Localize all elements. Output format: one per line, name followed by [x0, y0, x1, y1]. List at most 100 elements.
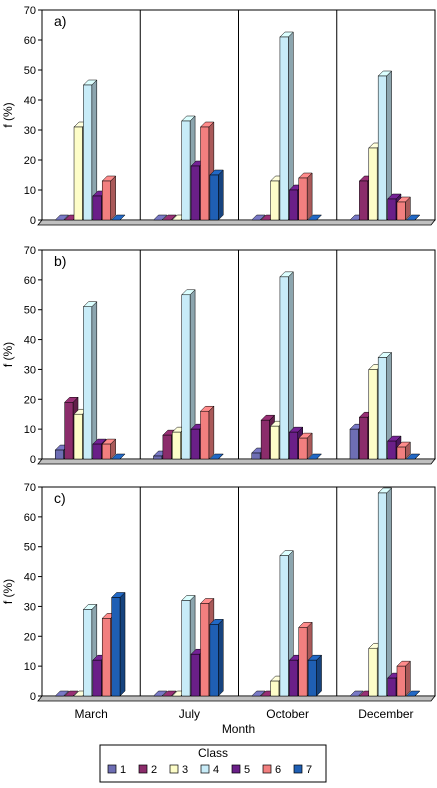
legend-label: 6 — [275, 764, 281, 776]
legend-entry-1: 1 — [107, 764, 126, 776]
panel-3: 0 10 20 30 40 50 60 70 f (%) c) March July October De… — [1, 482, 436, 736]
legend-swatch — [107, 764, 117, 774]
legend-swatch — [231, 764, 241, 774]
y-tick-label: 60 — [24, 275, 36, 287]
legend-swatch — [169, 764, 179, 774]
bar-class-6-december — [396, 196, 411, 221]
y-tick-label: 20 — [24, 155, 36, 167]
bar-class-7-december — [405, 690, 421, 697]
y-tick-label: 0 — [30, 691, 36, 703]
bar-class-4-october — [279, 31, 294, 221]
bar-class-7-march — [111, 214, 126, 221]
bar-class-2-july — [162, 214, 177, 221]
x-category-label: March — [74, 707, 107, 721]
legend-box — [99, 744, 327, 783]
bar-class-1-december — [349, 690, 364, 697]
bar-class-4-october — [279, 271, 294, 460]
x-category-label: July — [179, 707, 200, 721]
y-tick-label: 0 — [30, 215, 36, 227]
bar-class-4-july — [181, 289, 196, 460]
bar-class-1-march — [54, 214, 70, 221]
legend-label: 1 — [120, 764, 126, 776]
bar-class-6-march — [101, 438, 117, 460]
y-tick-label: 40 — [24, 572, 36, 584]
legend-swatch — [262, 764, 272, 774]
legend-label: 4 — [213, 764, 219, 776]
plot-floor — [37, 219, 436, 226]
legend-entry-2: 2 — [138, 764, 157, 776]
bar-class-2-march — [64, 690, 79, 697]
legend-swatch — [200, 764, 210, 774]
bar-class-1-october — [251, 690, 266, 697]
y-tick-label: 30 — [24, 125, 36, 137]
bar-class-4-december — [377, 70, 393, 221]
bar-class-6-december — [396, 660, 411, 697]
y-tick-label: 0 — [30, 454, 36, 466]
y-tick-label: 30 — [24, 364, 36, 376]
panel-label: b) — [54, 253, 66, 269]
bar-class-6-december — [396, 441, 411, 460]
bar-class-1-july — [152, 690, 168, 697]
x-category-label: October — [266, 707, 309, 721]
bar-class-6-july — [199, 405, 215, 460]
bar-class-6-october — [298, 172, 313, 221]
bar-class-4-december — [377, 351, 393, 460]
bar-class-2-july — [162, 690, 177, 697]
panel-label: a) — [54, 13, 66, 29]
panel-1: 0 10 20 30 40 50 60 70 f (%) a) — [1, 5, 436, 227]
legend-entry-5: 5 — [231, 764, 250, 776]
y-tick-label: 70 — [24, 482, 36, 494]
y-tick-label: 70 — [24, 245, 36, 257]
y-tick-label: 60 — [24, 35, 36, 47]
bar-class-6-october — [298, 432, 313, 460]
x-axis-label: Month — [222, 722, 255, 736]
legend-entry-6: 6 — [262, 764, 281, 776]
y-tick-label: 70 — [24, 5, 36, 17]
y-axis-label: f (%) — [1, 579, 15, 604]
bar-class-4-march — [82, 301, 98, 460]
panel-label: c) — [54, 490, 66, 506]
y-tick-label: 40 — [24, 95, 36, 107]
y-tick-label: 50 — [24, 305, 36, 317]
bar-class-7-july — [209, 453, 224, 460]
bar-class-1-march — [54, 690, 70, 697]
legend-title: Class — [198, 746, 228, 760]
y-tick-label: 10 — [24, 424, 36, 436]
panel-2: 0 10 20 30 40 50 60 70 f (%) b) — [1, 245, 436, 466]
x-category-label: December — [358, 707, 413, 721]
bar-class-1-october — [251, 214, 266, 221]
legend-entry-3: 3 — [169, 764, 188, 776]
legend-label: 2 — [151, 764, 157, 776]
y-axis-label: f (%) — [1, 102, 15, 127]
y-axis-label: f (%) — [1, 342, 15, 367]
bar-class-7-march — [111, 591, 126, 697]
y-tick-label: 60 — [24, 512, 36, 524]
legend: Class 1 2 3 4 5 6 7 — [99, 744, 327, 783]
y-tick-label: 30 — [24, 601, 36, 613]
legend-swatch — [293, 764, 303, 774]
bar-class-7-october — [307, 453, 323, 460]
y-tick-label: 50 — [24, 65, 36, 77]
bar-class-6-march — [101, 175, 117, 221]
plot-floor — [37, 695, 436, 702]
bar-class-1-july — [152, 214, 168, 221]
bar-class-7-july — [209, 169, 224, 221]
legend-label: 5 — [244, 764, 250, 776]
bar-class-7-july — [209, 618, 224, 697]
bar-class-7-october — [307, 214, 323, 221]
legend-label: 7 — [306, 764, 312, 776]
y-tick-label: 20 — [24, 631, 36, 643]
legend-entry-7: 7 — [293, 764, 312, 776]
bar-class-7-december — [405, 214, 421, 221]
y-tick-label: 10 — [24, 185, 36, 197]
bar-class-7-december — [405, 453, 421, 460]
bar-class-7-march — [111, 453, 126, 460]
legend-entry-4: 4 — [200, 764, 219, 776]
y-tick-label: 50 — [24, 542, 36, 554]
bar-class-7-october — [307, 654, 323, 697]
plot-floor — [37, 458, 436, 465]
y-tick-label: 40 — [24, 335, 36, 347]
legend-swatch — [138, 764, 148, 774]
legend-label: 3 — [182, 764, 188, 776]
